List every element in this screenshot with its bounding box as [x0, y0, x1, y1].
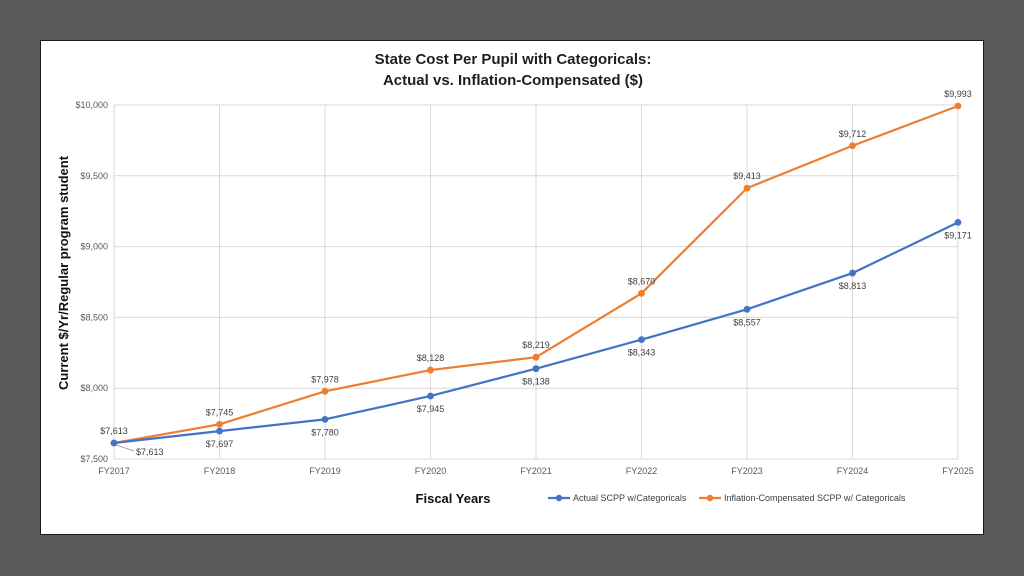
- chart-title-line-1: State Cost Per Pupil with Categoricals:: [375, 51, 652, 68]
- data-point: [849, 142, 856, 150]
- series-actual: [110, 218, 962, 447]
- data-label: $8,219: [522, 340, 550, 350]
- legend-label: Inflation-Compensated SCPP w/ Categorica…: [724, 493, 906, 503]
- data-label: $9,171: [944, 230, 972, 240]
- y-axis-title: Current $/Yr/Regular program student: [56, 155, 71, 390]
- data-label: $9,413: [733, 171, 761, 181]
- data-point: [110, 439, 118, 447]
- data-point: [954, 102, 962, 110]
- data-label: $8,670: [628, 276, 656, 286]
- data-label: $8,557: [733, 317, 761, 327]
- legend-item-inflation: Inflation-Compensated SCPP w/ Categorica…: [699, 493, 906, 503]
- data-label: $7,780: [311, 427, 339, 437]
- series-layer: $7,613 $7,697 $7,780 $7,945 $8,138 $8,343 $8,5…: [100, 89, 972, 457]
- data-label: $7,978: [311, 374, 339, 384]
- legend-label: Actual SCPP w/Categoricals: [573, 493, 687, 503]
- chart-frame: State Cost Per Pupil with Categoricals: …: [40, 40, 984, 535]
- x-tick-label: FY2022: [626, 466, 658, 476]
- data-label: $9,993: [944, 89, 972, 99]
- data-point: [532, 353, 540, 361]
- data-point: [849, 269, 856, 277]
- data-label: $7,613: [136, 447, 164, 457]
- x-axis-title: Fiscal Years: [416, 491, 491, 506]
- data-label: $7,697: [206, 439, 234, 449]
- x-tick-label: FY2025: [942, 466, 974, 476]
- data-label: $9,712: [839, 129, 867, 139]
- x-tick-label: FY2024: [837, 466, 869, 476]
- data-point: [321, 387, 329, 395]
- legend-marker: [706, 494, 714, 502]
- y-tick-label: $10,000: [75, 100, 108, 110]
- line-chart: State Cost Per Pupil with Categoricals: …: [56, 51, 974, 506]
- data-label: $7,945: [417, 404, 445, 414]
- y-tick-label: $9,000: [80, 242, 108, 252]
- data-point: [954, 218, 962, 226]
- x-tick-label: FY2021: [520, 466, 552, 476]
- x-tick-label: FY2018: [204, 466, 236, 476]
- gridlines: $7,500 $8,000 $8,500 $9,000 $9,500 $10,000 FY2…: [75, 100, 973, 476]
- data-point: [638, 336, 645, 344]
- data-point: [427, 392, 434, 400]
- data-point: [216, 420, 223, 428]
- data-labels-inflation: $7,613 $7,745 $7,978 $8,128 $8,219 $8,670 $9,4…: [100, 89, 972, 436]
- data-point: [743, 184, 751, 192]
- y-tick-label: $8,500: [80, 312, 108, 322]
- data-point: [321, 415, 329, 423]
- data-point: [638, 289, 645, 297]
- chart-title-line-2: Actual vs. Inflation-Compensated ($): [383, 72, 643, 89]
- data-label: $8,138: [522, 377, 550, 387]
- data-point: [532, 365, 540, 373]
- legend: Actual SCPP w/Categoricals Inflation-Comp…: [548, 493, 906, 503]
- y-tick-label: $7,500: [80, 454, 108, 464]
- data-label: $8,813: [839, 281, 867, 291]
- legend-item-actual: Actual SCPP w/Categoricals: [548, 493, 687, 503]
- data-label: $8,343: [628, 348, 656, 358]
- y-tick-label: $9,500: [80, 171, 108, 181]
- data-labels-actual: $7,613 $7,697 $7,780 $7,945 $8,138 $8,343 $8,5…: [115, 230, 972, 457]
- y-tick-label: $8,000: [80, 383, 108, 393]
- data-label: $8,128: [417, 353, 445, 363]
- x-tick-label: FY2023: [731, 466, 763, 476]
- data-point: [743, 305, 751, 313]
- x-tick-label: FY2020: [415, 466, 447, 476]
- data-point: [216, 427, 223, 435]
- label-leader-line: [115, 444, 135, 452]
- x-tick-label: FY2019: [309, 466, 341, 476]
- data-label: $7,745: [206, 407, 234, 417]
- legend-marker: [555, 494, 563, 502]
- data-point: [427, 366, 434, 374]
- data-label: $7,613: [100, 426, 128, 436]
- x-tick-label: FY2017: [98, 466, 130, 476]
